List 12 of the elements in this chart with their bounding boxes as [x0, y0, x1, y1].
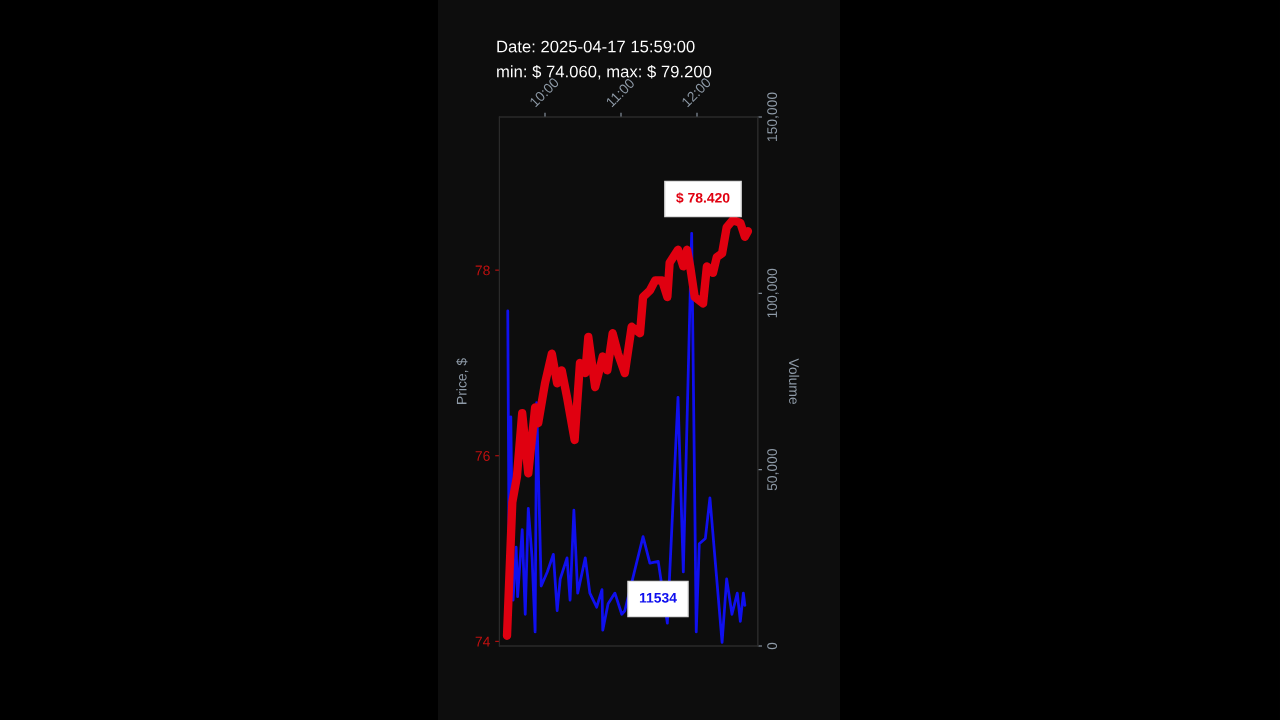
chart-title: Date: 2025-04-17 15:59:00 [497, 40, 695, 53]
y-tick-label: 76 [475, 451, 490, 461]
y2-axis-title: Volume [789, 358, 800, 405]
y-axis-title: Price, $ [456, 358, 469, 404]
y-tick-label: 78 [475, 265, 490, 276]
y2-tick-label: 100,000 [767, 268, 779, 318]
y-tick-label: 74 [475, 636, 490, 647]
y2-tick-label: 50,000 [767, 448, 779, 491]
y2-tick-label: 0 [767, 642, 778, 650]
y2-tick-label: 150,000 [767, 92, 779, 142]
annotation: 11534 [639, 592, 677, 603]
annotation: $ 78.420 [676, 192, 730, 204]
